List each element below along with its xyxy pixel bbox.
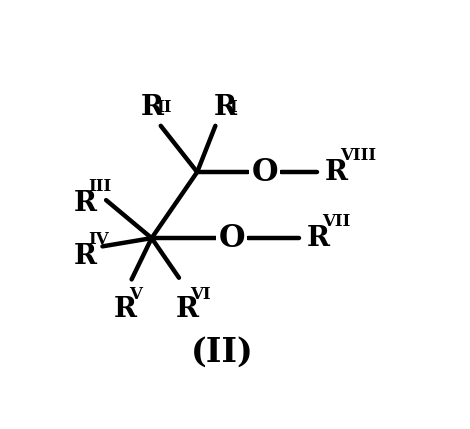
Text: O: O xyxy=(219,223,245,254)
Text: O: O xyxy=(251,157,278,187)
Text: II: II xyxy=(156,99,172,116)
Text: III: III xyxy=(89,178,112,195)
Text: VIII: VIII xyxy=(340,147,376,164)
Text: V: V xyxy=(129,286,141,302)
Text: R: R xyxy=(325,159,348,186)
Text: R: R xyxy=(141,94,164,121)
Text: R: R xyxy=(73,190,96,217)
Text: VI: VI xyxy=(191,286,211,302)
Text: R: R xyxy=(175,296,198,323)
Text: (II): (II) xyxy=(191,335,254,369)
Text: IV: IV xyxy=(89,231,109,248)
Text: I: I xyxy=(229,99,236,116)
Text: R: R xyxy=(213,94,236,121)
Text: R: R xyxy=(73,243,96,270)
Text: R: R xyxy=(113,296,136,323)
Text: VII: VII xyxy=(322,213,350,230)
Text: R: R xyxy=(306,225,329,252)
